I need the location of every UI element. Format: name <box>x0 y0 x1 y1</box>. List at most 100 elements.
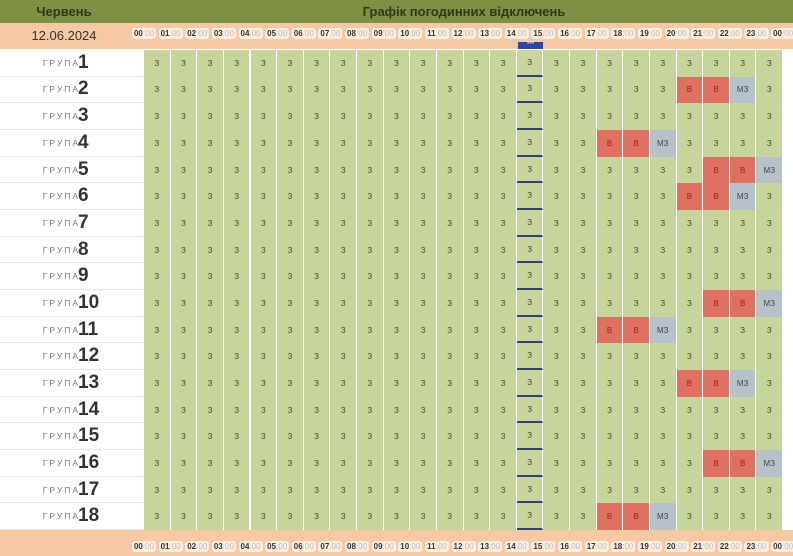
group-number: 18 <box>78 505 100 527</box>
schedule-cell: З <box>223 103 251 130</box>
schedule-cell: З <box>756 50 784 77</box>
schedule-cell: З <box>303 50 331 77</box>
schedule-cell: З <box>756 183 784 210</box>
schedule-cell: З <box>410 103 437 130</box>
schedule-cell: З <box>223 183 251 210</box>
schedule-cell: З <box>250 370 278 397</box>
group-word: ГРУПА <box>42 164 80 175</box>
group-label: ГРУПА 14 <box>0 397 144 424</box>
schedule-cell: З <box>596 450 624 477</box>
schedule-cell: В <box>623 130 650 157</box>
schedule-cell: З <box>383 263 411 291</box>
current-hour-marker: *** <box>518 42 543 49</box>
schedule-cell: З <box>383 316 411 344</box>
schedule-cell: З <box>490 423 517 451</box>
schedule-cell: З <box>570 263 597 291</box>
schedule-cell: З <box>729 503 757 531</box>
group-word: ГРУПА <box>42 84 80 95</box>
schedule-cell: З <box>144 503 171 531</box>
hour-label: 09:00 <box>371 541 396 552</box>
schedule-cell: З <box>676 103 704 130</box>
group-word: ГРУПА <box>42 457 80 468</box>
schedule-cell: З <box>703 343 730 371</box>
schedule-cell: З <box>463 316 491 344</box>
schedule-cell: З <box>277 263 304 291</box>
schedule-cell: З <box>436 210 464 237</box>
schedule-cell: З <box>623 450 650 477</box>
group-label: ГРУПА 6 <box>0 183 144 210</box>
schedule-cell: З <box>436 263 464 291</box>
schedule-cell: З <box>303 263 331 291</box>
schedule-cell: З <box>144 450 171 477</box>
schedule-cell: З <box>729 50 757 77</box>
schedule-cell: З <box>170 130 198 157</box>
schedule-cell: З <box>436 103 464 130</box>
group-word: ГРУПА <box>42 137 80 148</box>
schedule-cell: МЗ <box>756 290 784 317</box>
schedule-cell: В <box>703 76 730 104</box>
schedule-cell: З <box>543 76 571 104</box>
schedule-cell: В <box>623 316 650 344</box>
hour-label: 04:00 <box>238 541 263 552</box>
month-label: Червень <box>36 4 92 19</box>
group-word: ГРУПА <box>42 484 80 495</box>
schedule-cell: З <box>436 76 464 104</box>
schedule-cell: З <box>383 476 411 504</box>
schedule-cell: З <box>410 50 437 77</box>
schedule-cell: З <box>463 76 491 104</box>
group-number: 14 <box>78 398 100 420</box>
schedule-cell: З <box>330 263 357 291</box>
schedule-cell: З <box>676 503 704 531</box>
hour-label: 18:00 <box>611 541 636 552</box>
schedule-cell: З <box>729 210 757 237</box>
schedule-cell: З <box>490 316 517 344</box>
schedule-cell: З <box>410 370 437 397</box>
schedule-cell: З <box>410 396 437 424</box>
schedule-cell: З <box>410 210 437 237</box>
schedule-cell: З <box>277 476 304 504</box>
schedule-cell: З <box>250 343 278 371</box>
schedule-cell: З <box>197 103 224 130</box>
hour-label: 12:00 <box>451 28 476 39</box>
schedule-cell: З <box>596 76 624 104</box>
group-label: ГРУПА 13 <box>0 370 144 397</box>
schedule-cell: З <box>463 290 491 317</box>
schedule-cell: З <box>303 370 331 397</box>
hour-label: 22:00 <box>717 541 742 552</box>
schedule-cell: З <box>277 423 304 451</box>
schedule-cell: З <box>543 370 571 397</box>
schedule-cell: З <box>596 476 624 504</box>
schedule-cell: З <box>277 503 304 531</box>
hour-label: 00:00 <box>131 541 157 552</box>
schedule-cell: З <box>436 236 464 264</box>
schedule-cell: З <box>436 130 464 157</box>
schedule-cell: З <box>570 396 597 424</box>
group-word: ГРУПА <box>42 244 80 255</box>
group-number: 3 <box>78 105 89 127</box>
schedule-cell: З <box>623 210 650 237</box>
schedule-cell: З <box>649 183 677 210</box>
schedule-cell: З <box>649 343 677 371</box>
schedule-cell: З <box>144 290 171 317</box>
group-label: ГРУПА 18 <box>0 503 144 531</box>
schedule-cell: З <box>490 396 517 424</box>
schedule-cell: З <box>250 396 278 424</box>
schedule-cell: З <box>330 156 357 184</box>
schedule-cell: З <box>330 316 357 344</box>
schedule-cell: З <box>197 156 224 184</box>
schedule-cell: З <box>410 183 437 210</box>
schedule-cell: З <box>596 103 624 130</box>
hour-label: 00:00 <box>131 28 157 39</box>
schedule-cell: З <box>543 423 571 451</box>
schedule-cell: З <box>516 76 544 104</box>
group-number: 17 <box>78 478 100 500</box>
schedule-cell: З <box>729 343 757 371</box>
schedule-cell: З <box>463 450 491 477</box>
schedule-cell: З <box>223 503 251 531</box>
schedule-cell: З <box>383 103 411 130</box>
schedule-cell: З <box>303 236 331 264</box>
group-number: 1 <box>78 51 89 73</box>
schedule-cell: З <box>330 370 357 397</box>
group-number: 16 <box>78 451 100 473</box>
schedule-cell: З <box>277 76 304 104</box>
